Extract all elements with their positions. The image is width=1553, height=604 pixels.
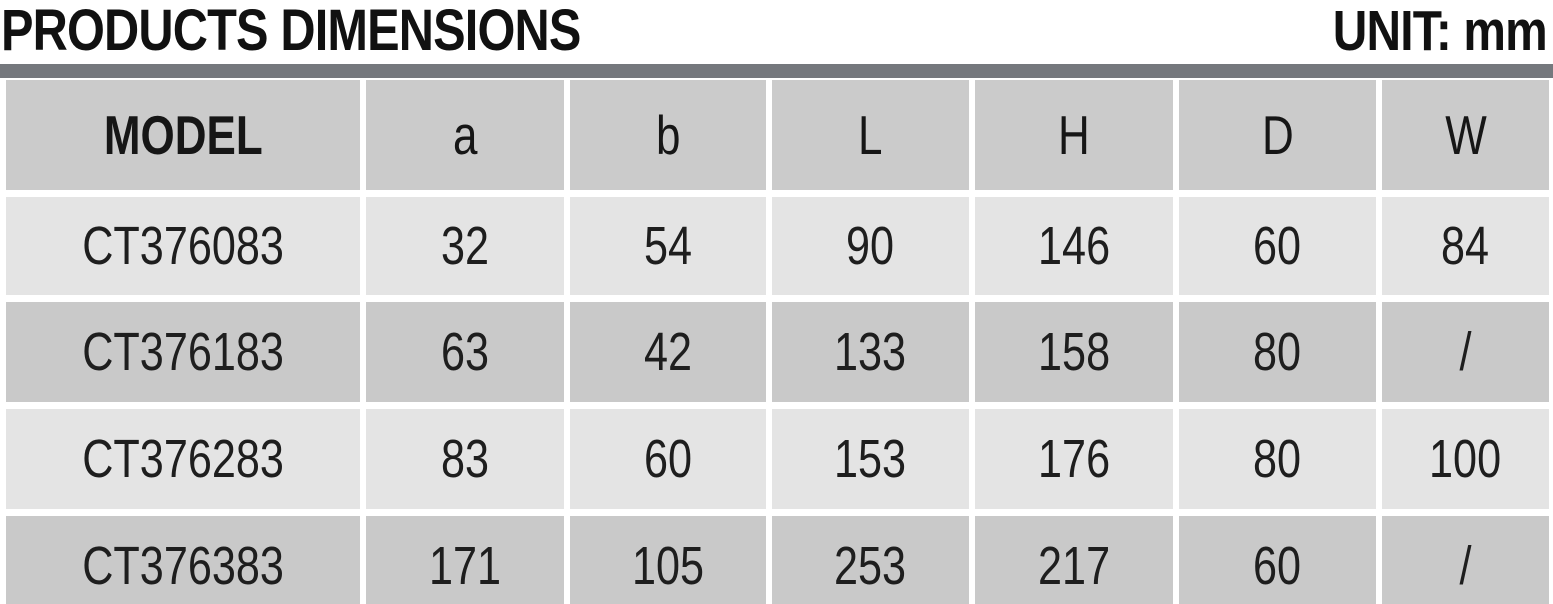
- header-text: W: [1444, 103, 1487, 166]
- header-text: MODEL: [103, 103, 263, 166]
- dimension-cell: 60: [1179, 516, 1376, 604]
- cell-text: 80: [1253, 429, 1302, 489]
- cell-text: 105: [631, 536, 705, 596]
- cell-text: 253: [834, 536, 907, 596]
- column-header-h: H: [975, 80, 1173, 190]
- cell-text: 54: [643, 216, 693, 276]
- cell-text: 63: [440, 322, 490, 382]
- model-cell: CT376283: [6, 409, 360, 509]
- dimension-cell: 90: [772, 197, 969, 295]
- dimension-cell: 133: [772, 302, 969, 402]
- header-text: b: [655, 103, 681, 166]
- header-text: H: [1058, 103, 1090, 166]
- dimension-cell: 80: [1179, 409, 1376, 509]
- cell-text: 60: [643, 429, 693, 489]
- dimension-cell: 105: [570, 516, 766, 604]
- cell-text: 84: [1441, 216, 1490, 276]
- column-header-b: b: [570, 80, 766, 190]
- dimension-cell: 80: [1179, 302, 1376, 402]
- cell-text: 83: [440, 429, 490, 489]
- cell-text: /: [1459, 536, 1472, 596]
- model-cell: CT376183: [6, 302, 360, 402]
- cell-text: 153: [834, 429, 907, 489]
- dimension-cell: 253: [772, 516, 969, 604]
- dimension-cell: 153: [772, 409, 969, 509]
- title-divider-bar: [0, 64, 1553, 78]
- model-cell: CT376083: [6, 197, 360, 295]
- cell-text: 100: [1429, 429, 1502, 489]
- cell-text: CT376383: [82, 536, 284, 596]
- dimensions-table: MODEL a b L H D W CT376083 32 54 90 146 …: [0, 78, 1553, 604]
- cell-text: 133: [834, 322, 907, 382]
- dimension-cell: 42: [570, 302, 766, 402]
- column-header-d: D: [1179, 80, 1376, 190]
- dimension-cell: /: [1382, 302, 1549, 402]
- dimension-cell: 84: [1382, 197, 1549, 295]
- unit-label: UNIT: mm: [1332, 0, 1548, 63]
- cell-text: /: [1459, 322, 1472, 382]
- cell-text: 80: [1253, 322, 1302, 382]
- column-header-a: a: [366, 80, 564, 190]
- dimension-cell: /: [1382, 516, 1549, 604]
- title-bar: PRODUCTS DIMENSIONS UNIT: mm: [0, 0, 1553, 64]
- header-text: L: [858, 103, 883, 166]
- column-header-w: W: [1382, 80, 1549, 190]
- model-cell: CT376383: [6, 516, 360, 604]
- cell-text: 158: [1037, 322, 1111, 382]
- dimension-cell: 146: [975, 197, 1173, 295]
- dimension-cell: 60: [570, 409, 766, 509]
- dimension-cell: 158: [975, 302, 1173, 402]
- cell-text: CT376283: [82, 429, 284, 489]
- cell-text: CT376083: [82, 216, 284, 276]
- header-text: a: [452, 103, 478, 166]
- cell-text: 90: [846, 216, 895, 276]
- dimension-cell: 32: [366, 197, 564, 295]
- cell-text: 60: [1253, 536, 1302, 596]
- cell-text: 146: [1037, 216, 1111, 276]
- dimension-cell: 63: [366, 302, 564, 402]
- column-header-l: L: [772, 80, 969, 190]
- dimension-cell: 54: [570, 197, 766, 295]
- cell-text: 32: [440, 216, 490, 276]
- cell-text: 176: [1037, 429, 1111, 489]
- dimension-cell: 217: [975, 516, 1173, 604]
- cell-text: 60: [1253, 216, 1302, 276]
- dimension-cell: 83: [366, 409, 564, 509]
- cell-text: 217: [1037, 536, 1111, 596]
- dimension-cell: 60: [1179, 197, 1376, 295]
- cell-text: CT376183: [82, 322, 284, 382]
- cell-text: 171: [428, 536, 502, 596]
- dimension-cell: 171: [366, 516, 564, 604]
- header-text: D: [1261, 103, 1294, 166]
- page-title: PRODUCTS DIMENSIONS: [1, 0, 581, 63]
- dimension-cell: 176: [975, 409, 1173, 509]
- cell-text: 42: [643, 322, 693, 382]
- column-header-model: MODEL: [6, 80, 360, 190]
- dimension-cell: 100: [1382, 409, 1549, 509]
